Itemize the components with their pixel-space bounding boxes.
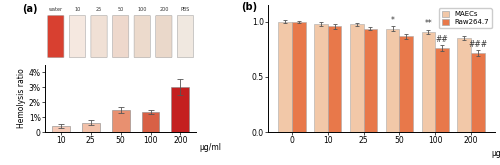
FancyBboxPatch shape [48,15,64,58]
Bar [172,87,190,132]
Bar [471,53,484,132]
Text: ***: *** [458,25,470,34]
Bar [386,29,400,132]
Bar [278,21,292,132]
Text: 25: 25 [96,7,102,12]
Text: μg/ml: μg/ml [492,149,500,158]
Bar [112,110,130,132]
FancyBboxPatch shape [178,15,194,58]
Text: PBS: PBS [181,7,190,12]
Bar [142,112,160,132]
Text: *: * [390,16,394,25]
Bar [328,27,342,132]
Bar [422,32,436,132]
Bar [82,123,100,132]
Text: μg/ml: μg/ml [199,143,221,152]
FancyBboxPatch shape [134,15,150,58]
Text: (a): (a) [22,4,38,14]
FancyBboxPatch shape [156,15,172,58]
FancyBboxPatch shape [70,15,86,58]
Text: **: ** [424,19,432,28]
Legend: MAECs, Raw264.7: MAECs, Raw264.7 [439,8,492,28]
Bar [364,29,378,132]
Text: water: water [48,7,63,12]
Text: 10: 10 [74,7,80,12]
Text: 100: 100 [138,7,147,12]
Bar [52,126,70,132]
Text: 50: 50 [118,7,124,12]
Bar [314,24,328,132]
Bar [400,36,413,132]
Bar [292,22,306,132]
Bar [350,24,364,132]
Text: ##: ## [436,35,448,44]
FancyBboxPatch shape [112,15,129,58]
Text: 200: 200 [159,7,168,12]
Bar [436,48,449,132]
Text: (b): (b) [241,2,257,12]
FancyBboxPatch shape [91,15,107,58]
Bar [458,38,471,132]
Y-axis label: Hemolysis ratio: Hemolysis ratio [17,68,26,128]
Text: ###: ### [468,40,487,49]
